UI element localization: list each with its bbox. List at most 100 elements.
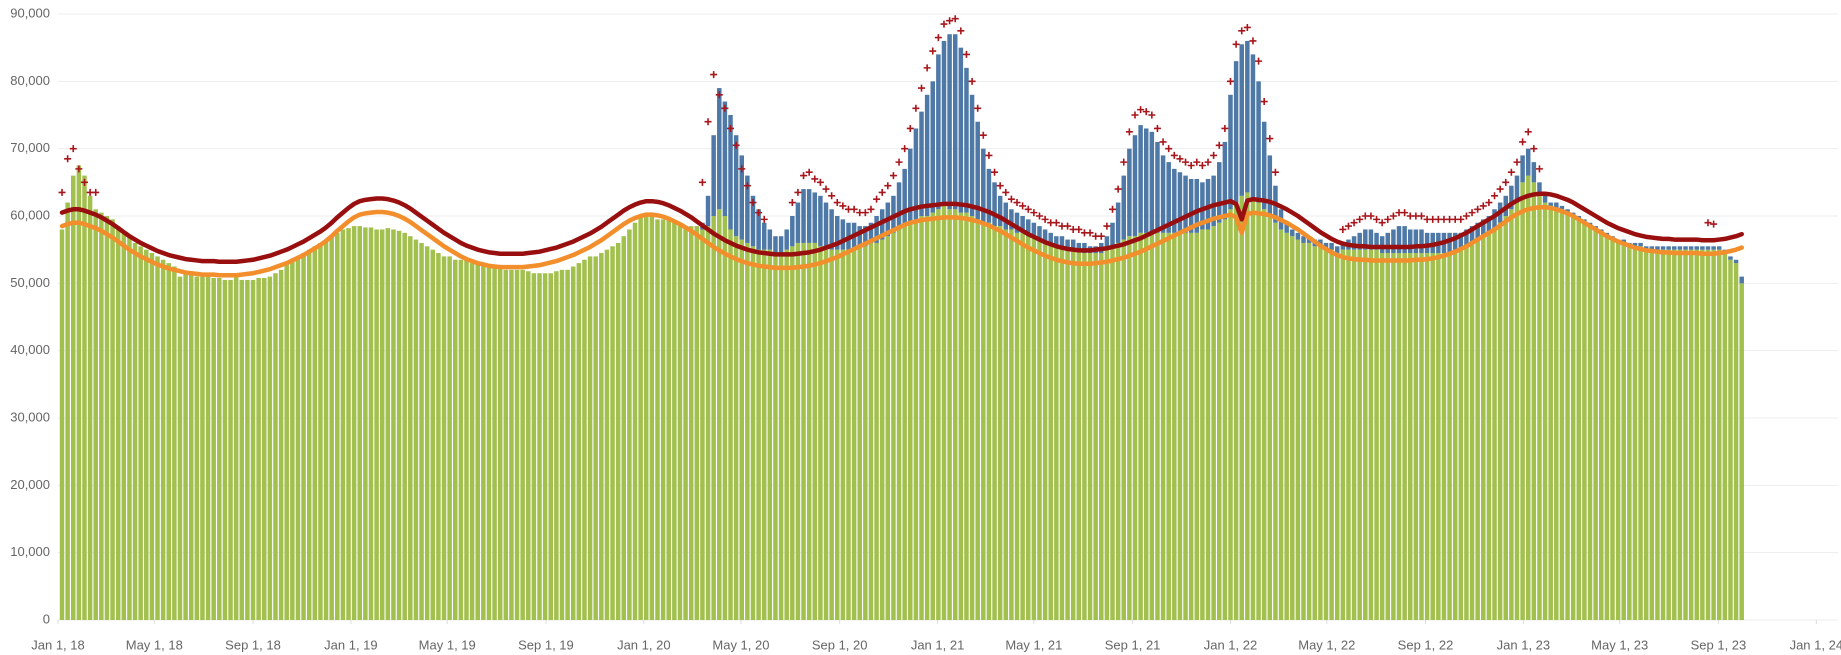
bar — [795, 242, 801, 620]
bar — [604, 249, 610, 620]
x-tick-label: Jan 1, 20 — [617, 637, 671, 652]
bar — [728, 115, 733, 230]
plus-marker — [721, 104, 729, 112]
bar — [1408, 253, 1413, 621]
bar — [1458, 232, 1464, 250]
x-tick-label: May 1, 19 — [419, 637, 476, 652]
bar — [1447, 253, 1452, 621]
bar — [981, 148, 986, 223]
plus-marker — [1007, 195, 1015, 203]
bar — [368, 227, 374, 621]
bar — [1672, 249, 1677, 620]
plus-marker — [1535, 165, 1543, 173]
bar — [705, 226, 711, 620]
bar — [526, 271, 531, 620]
bar — [694, 226, 700, 620]
bar — [138, 246, 143, 621]
bar — [750, 195, 756, 247]
plus-marker — [1485, 199, 1493, 207]
plus-marker — [996, 182, 1004, 190]
bar — [1683, 246, 1688, 250]
bar — [969, 94, 975, 216]
bar — [1424, 232, 1430, 254]
bar — [1065, 239, 1070, 250]
bar — [1705, 249, 1711, 620]
bar — [1194, 232, 1200, 621]
bar — [823, 202, 829, 247]
bar — [863, 226, 868, 247]
bar — [1110, 222, 1115, 247]
bar — [290, 259, 295, 620]
plus-marker — [1142, 108, 1150, 116]
bar — [1346, 249, 1351, 620]
bar — [1166, 162, 1171, 233]
bar — [1509, 209, 1514, 620]
bar — [806, 242, 812, 620]
bar — [222, 279, 228, 620]
plus-marker — [1271, 168, 1279, 176]
bar — [312, 246, 318, 621]
bar — [1655, 249, 1660, 620]
y-tick-label: 80,000 — [10, 73, 50, 88]
bar — [1677, 246, 1683, 250]
bar — [930, 81, 935, 213]
x-tick-label: Sep 1, 21 — [1105, 637, 1161, 652]
bar — [666, 219, 671, 620]
bar — [818, 195, 823, 247]
bar — [396, 230, 402, 620]
bar — [1492, 209, 1497, 230]
bar — [1739, 283, 1744, 620]
bar — [363, 227, 368, 621]
bar — [672, 222, 677, 620]
bar — [840, 249, 846, 620]
bar — [863, 246, 868, 621]
bar — [481, 263, 486, 620]
bar — [941, 205, 947, 620]
bar — [778, 236, 784, 254]
bar — [1256, 81, 1261, 203]
plus-marker — [1086, 229, 1094, 237]
bar — [1323, 249, 1329, 620]
bar — [1177, 232, 1183, 621]
plus-marker — [1176, 155, 1184, 163]
bar — [835, 249, 840, 620]
bar — [941, 40, 947, 206]
bar — [1374, 232, 1379, 250]
bar — [722, 216, 728, 620]
bar — [357, 226, 362, 620]
plus-marker — [743, 182, 751, 190]
bar — [1121, 239, 1126, 621]
bar — [1155, 232, 1160, 621]
plus-marker — [833, 199, 841, 207]
plus-marker — [1013, 199, 1021, 207]
bar — [1363, 229, 1368, 250]
bar — [1194, 178, 1200, 233]
bar — [801, 242, 806, 620]
bar — [514, 269, 520, 620]
bar — [1160, 232, 1166, 621]
bar — [790, 216, 795, 247]
y-tick-label: 40,000 — [10, 342, 50, 357]
bar — [891, 232, 896, 621]
bar — [1329, 242, 1334, 250]
bar — [1559, 205, 1565, 210]
bar — [1138, 232, 1143, 621]
bar — [1261, 209, 1267, 620]
bar — [936, 209, 941, 620]
bar — [1076, 242, 1082, 250]
y-tick-label: 60,000 — [10, 207, 50, 222]
bar — [1728, 256, 1733, 260]
bar — [1599, 232, 1604, 621]
bar — [1256, 202, 1261, 621]
bar — [621, 236, 627, 620]
bar — [1188, 232, 1194, 621]
bar — [284, 263, 289, 620]
bar — [565, 269, 570, 620]
bar — [1160, 155, 1166, 233]
plus-marker — [962, 50, 970, 58]
plus-marker — [1221, 124, 1229, 132]
bar — [1638, 246, 1643, 621]
plus-marker — [1356, 215, 1364, 223]
plus-marker — [1704, 219, 1712, 227]
bar — [733, 135, 739, 237]
